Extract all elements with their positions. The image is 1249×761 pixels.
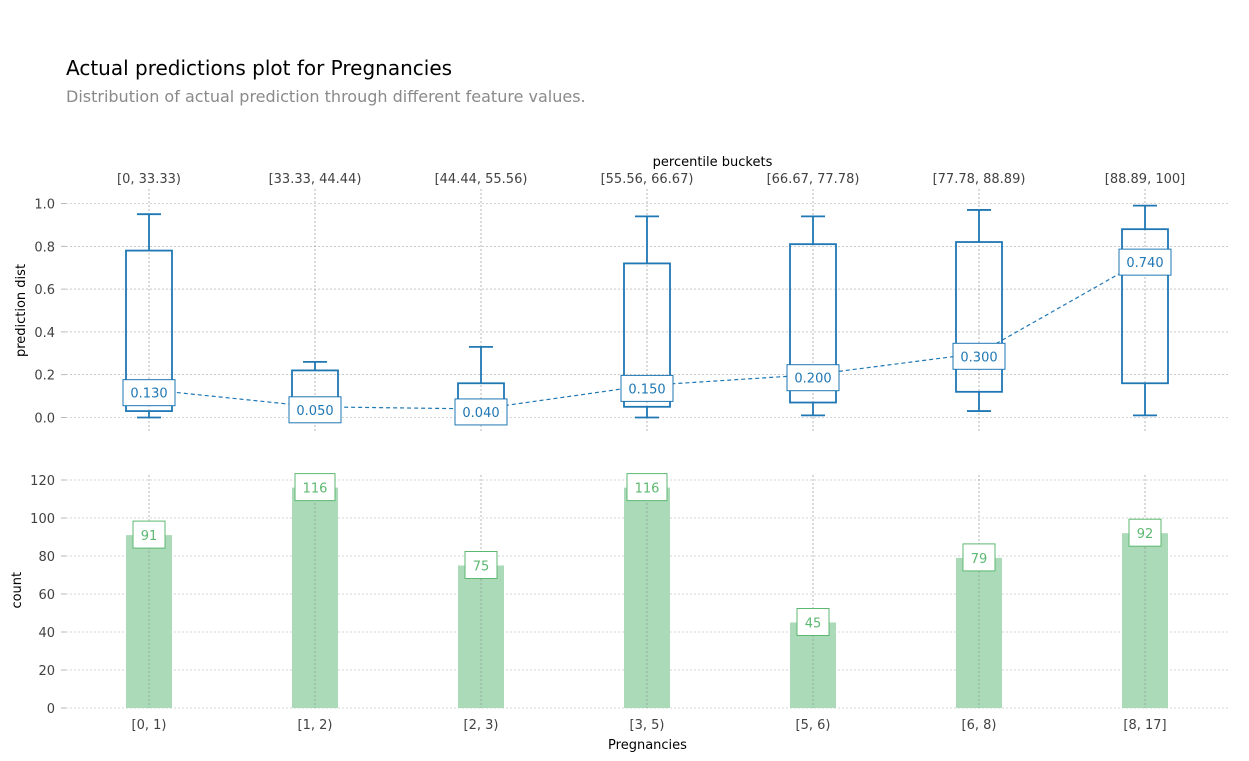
count-label: 92 [1137, 527, 1154, 542]
median-label-box [952, 342, 1006, 370]
box-plot-5 [955, 209, 1003, 412]
median-label: 0.130 [130, 387, 167, 402]
median-label-box [288, 396, 342, 424]
x-tick-label: [0, 1) [132, 718, 167, 733]
count-label-box [294, 473, 336, 502]
count-label-box [796, 608, 830, 636]
count-label-box [962, 543, 996, 572]
chart-title: Actual predictions plot for Pregnancies [66, 56, 453, 80]
y-tick-label: 100 [30, 512, 55, 527]
count-label-box [626, 473, 668, 502]
y-tick-label: 60 [38, 588, 55, 603]
box-iqr [623, 262, 671, 408]
y-tick-label: 20 [38, 664, 55, 679]
median-label-box [1118, 248, 1172, 276]
x-tick-label: [8, 17] [1123, 718, 1166, 733]
box-plot-0 [125, 213, 173, 419]
count-label-box [1128, 518, 1162, 547]
box-iqr [955, 241, 1003, 393]
y-tick-label: 0.0 [34, 412, 55, 427]
count-label: 75 [473, 560, 490, 575]
x-tick-label: [2, 3) [464, 718, 499, 733]
count-plot: 0 20 40 60 80 100 120 count 91 116 75 116 45 79 92 [0, … [10, 473, 1229, 753]
box-plot-6 [1121, 204, 1169, 417]
top-tick-label: [77.78, 88.89) [933, 172, 1026, 187]
y-tick-label: 120 [30, 474, 55, 489]
count-label-box [132, 520, 166, 549]
count-label: 45 [805, 617, 822, 632]
box-iqr [125, 249, 173, 412]
median-label: 0.300 [960, 350, 997, 365]
median-label-box [122, 379, 176, 407]
y-axis-label: count [10, 572, 25, 609]
top-tick-label: [88.89, 100] [1105, 172, 1185, 187]
count-bar [126, 535, 172, 708]
top-tick-label: [66.67, 77.78) [767, 172, 860, 187]
box-iqr [789, 243, 837, 404]
y-tick-label: 0.6 [34, 283, 55, 298]
y-tick-label: 80 [38, 550, 55, 565]
median-label: 0.150 [628, 382, 665, 397]
median-label: 0.040 [462, 406, 499, 421]
median-label-box [454, 398, 508, 426]
top-tick-label: [55.56, 66.67) [601, 172, 694, 187]
chart-subtitle: Distribution of actual prediction throug… [66, 87, 586, 106]
box-plot-4 [789, 215, 837, 417]
top-tick-label: [33.33, 44.44) [269, 172, 362, 187]
count-label: 79 [971, 552, 988, 567]
y-axis-label: prediction dist [14, 264, 29, 357]
median-label-box [620, 374, 674, 402]
y-tick-label: 40 [38, 626, 55, 641]
y-tick-label: 0.2 [34, 369, 55, 384]
count-label-box [464, 551, 498, 579]
box-plot-3 [623, 215, 671, 419]
y-tick-label: 0.4 [34, 326, 55, 341]
x-tick-label: [6, 8) [962, 718, 997, 733]
median-label-box [786, 364, 840, 392]
x-tick-label: [1, 2) [298, 718, 333, 733]
median-label: 0.050 [296, 404, 333, 419]
median-label: 0.200 [794, 372, 831, 387]
count-label: 116 [303, 482, 328, 497]
x-tick-label: [3, 5) [630, 718, 665, 733]
top-axis-title: percentile buckets [653, 155, 773, 170]
top-tick-label: [0, 33.33) [117, 172, 181, 187]
prediction-dist-plot: 0.0 0.2 0.4 0.6 0.8 1.0 prediction dist percent… [14, 155, 1229, 433]
y-tick-label: 1.0 [34, 198, 55, 213]
x-axis-label: Pregnancies [608, 738, 687, 753]
count-label: 116 [635, 482, 660, 497]
box-iqr [1121, 228, 1169, 385]
median-label: 0.740 [1126, 256, 1163, 271]
x-tick-label: [5, 6) [796, 718, 831, 733]
y-tick-label: 0.8 [34, 240, 55, 255]
y-tick-label: 0 [47, 702, 55, 717]
top-tick-label: [44.44, 55.56) [435, 172, 528, 187]
count-label: 91 [141, 529, 158, 544]
